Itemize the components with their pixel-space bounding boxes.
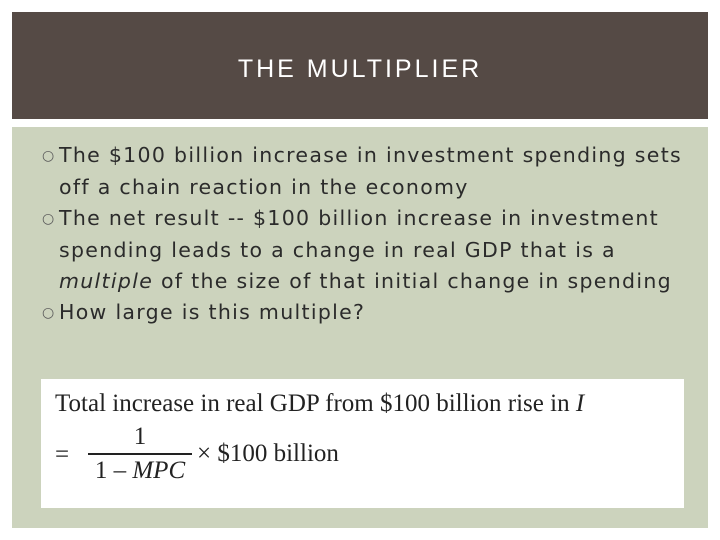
bullet-text: The net result -- $100 billion increase … — [59, 206, 659, 262]
fraction-denominator: 1 – MPC — [88, 457, 192, 485]
hollow-circle-bullet-icon: ○ — [42, 148, 56, 164]
fraction-bar — [88, 453, 192, 455]
bullet-item: ○ The $100 billion increase in investment… — [42, 140, 702, 203]
denominator-prefix: 1 – — [94, 457, 133, 484]
equals-sign: = — [55, 441, 70, 468]
bullet-item: ○ The net result -- $100 billion increase… — [42, 203, 702, 297]
bullet-emphasis: multiple — [59, 269, 154, 293]
amount-value: $100 billion — [217, 440, 339, 467]
bullet-text: How large is this multiple? — [59, 300, 366, 324]
times-amount: × $100 billion — [197, 440, 339, 468]
formula-description: Total increase in real GDP from $100 bil… — [55, 390, 584, 418]
bullet-list: ○ The $100 billion increase in investment… — [42, 140, 702, 329]
bullet-text-continued: of the size of that initial change in sp… — [153, 269, 672, 293]
fraction-numerator: 1 — [133, 423, 147, 450]
times-sign: × — [197, 440, 212, 467]
bullet-text: The $100 billion increase in investment … — [59, 143, 683, 199]
hollow-circle-bullet-icon: ○ — [42, 211, 56, 227]
multiplier-formula: Total increase in real GDP from $100 bil… — [41, 379, 684, 508]
investment-variable: I — [575, 390, 585, 417]
title-bar: THE MULTIPLIER — [12, 12, 708, 119]
bullet-item: ○ How large is this multiple? — [42, 297, 702, 329]
mpc-variable: MPC — [132, 457, 186, 484]
formula-description-text: Total increase in real GDP from $100 bil… — [55, 390, 576, 417]
multiplier-fraction: 1 1 – MPC — [88, 423, 192, 485]
content-area: ○ The $100 billion increase in investment… — [12, 127, 708, 528]
slide-title: THE MULTIPLIER — [237, 55, 483, 83]
hollow-circle-bullet-icon: ○ — [42, 305, 56, 321]
